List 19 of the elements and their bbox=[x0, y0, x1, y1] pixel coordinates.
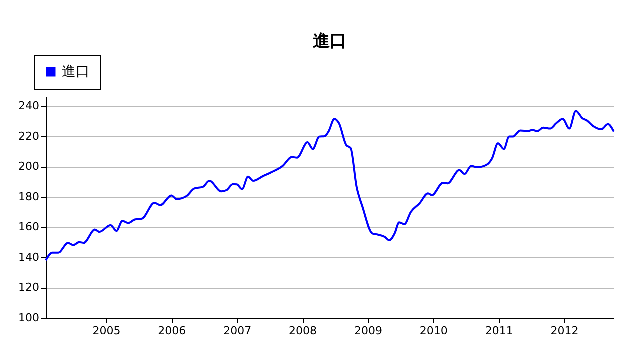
y-tick-label: 220 bbox=[18, 130, 40, 143]
y-tick-label: 160 bbox=[18, 220, 40, 234]
x-tick-label: 2010 bbox=[420, 324, 448, 338]
y-tick-label: 140 bbox=[18, 250, 40, 264]
x-tick-label: 2012 bbox=[550, 324, 579, 338]
x-tick-label: 2009 bbox=[354, 324, 382, 338]
legend-label: 進口 bbox=[62, 64, 90, 80]
x-tick-label: 2005 bbox=[92, 324, 121, 338]
chart-title: 進口 bbox=[313, 32, 347, 52]
y-tick-label: 120 bbox=[18, 281, 40, 294]
y-tick-label: 240 bbox=[18, 100, 40, 113]
y-tick-label: 180 bbox=[18, 190, 40, 204]
x-tick-label: 2006 bbox=[158, 324, 186, 338]
y-tick-label: 200 bbox=[18, 160, 40, 174]
y-tick-label: 100 bbox=[18, 312, 40, 324]
x-tick-label: 2008 bbox=[289, 324, 318, 338]
x-tick-label: 2007 bbox=[224, 324, 252, 338]
line-series bbox=[45, 110, 615, 262]
x-tick-label: 2011 bbox=[485, 324, 514, 338]
